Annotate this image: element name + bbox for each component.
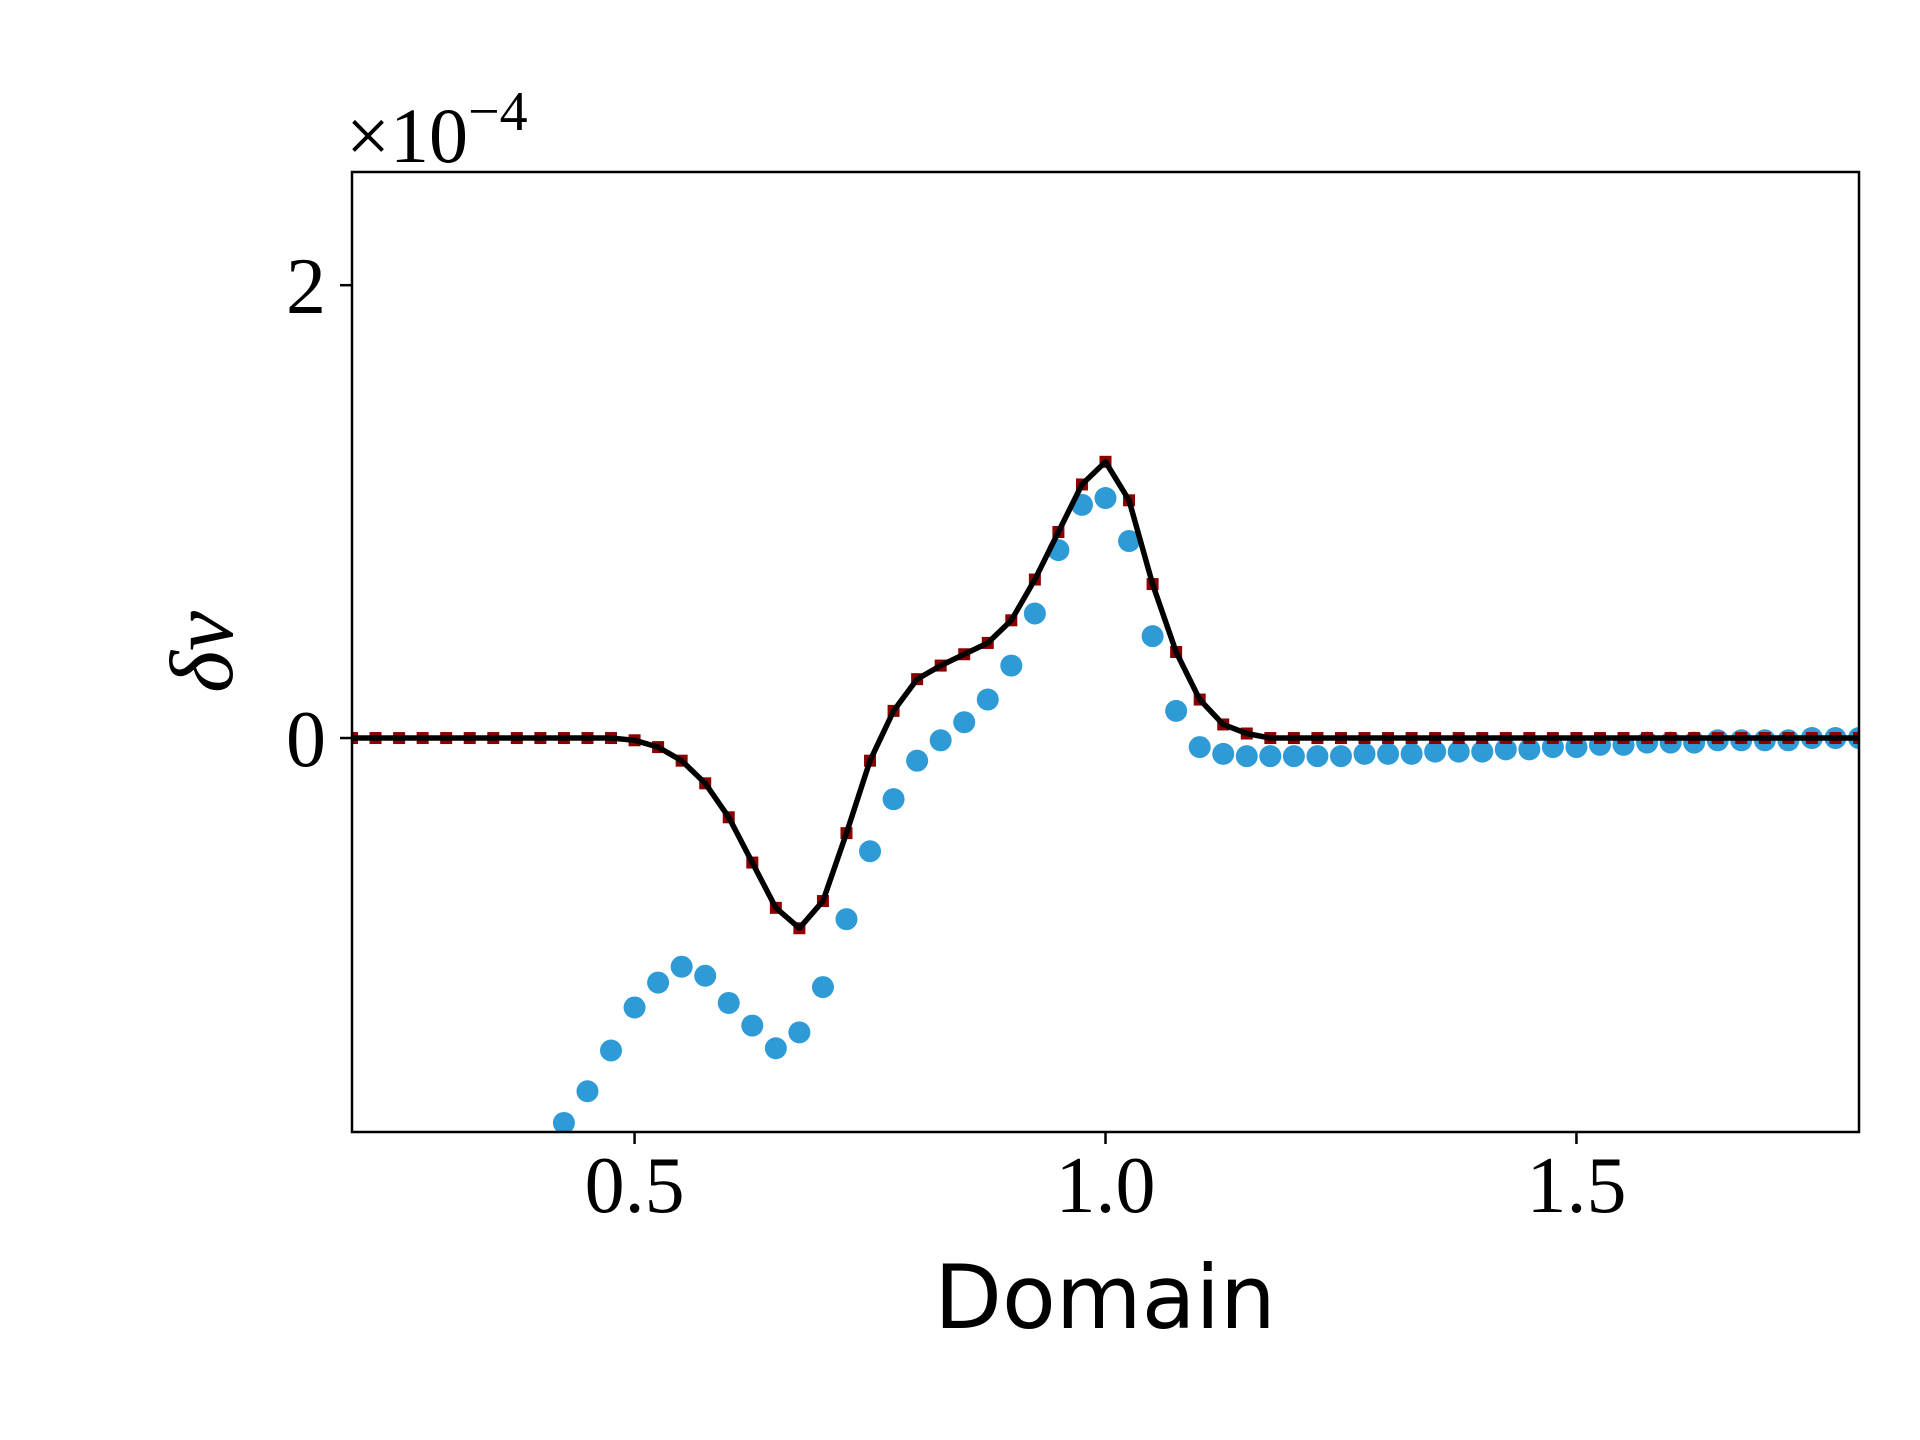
circle-marker	[1377, 742, 1400, 765]
circle-marker	[1447, 740, 1470, 763]
y-axis-label: δv	[153, 611, 252, 693]
circle-marker	[1000, 654, 1023, 677]
circle-marker	[764, 1037, 787, 1060]
circle-marker	[741, 1014, 764, 1037]
line-series	[352, 459, 1859, 931]
y-offset-label: ×10−4	[346, 81, 528, 179]
offset-base: ×10	[346, 92, 468, 179]
circle-marker	[906, 749, 929, 772]
circle-marker	[600, 1039, 623, 1062]
y-tick-label: 0	[286, 696, 326, 784]
circle-marker	[1306, 745, 1329, 768]
x-axis-label: Domain	[934, 1246, 1275, 1349]
circle-marker	[835, 908, 858, 931]
circle-marker	[859, 840, 882, 863]
circle-marker	[811, 976, 834, 999]
circle-marker	[1165, 699, 1188, 722]
circle-marker	[1118, 530, 1141, 553]
circle-marker	[1471, 740, 1494, 763]
circle-marker	[1023, 602, 1046, 625]
circle-marker	[1235, 745, 1258, 768]
circle-marker	[647, 971, 670, 994]
circle-marker	[1212, 742, 1235, 765]
circle-marker	[694, 964, 717, 987]
circle-marker	[929, 729, 952, 752]
circle-marker	[976, 688, 999, 711]
circle-marker	[953, 711, 976, 734]
circle-marker	[670, 955, 693, 978]
plot-area	[352, 455, 1859, 1132]
circle-marker	[717, 991, 740, 1014]
circle-marker	[788, 1021, 811, 1044]
circle-marker	[1400, 742, 1423, 765]
circle-marker	[1141, 625, 1164, 648]
circle-marker	[1424, 740, 1447, 763]
circle-marker	[623, 996, 646, 1019]
circle-marker	[1188, 736, 1211, 759]
circle-marker	[1353, 742, 1376, 765]
circle-marker	[1282, 745, 1305, 768]
circle-marker	[576, 1080, 599, 1103]
axes-frame	[350, 170, 1861, 1134]
circle-marker	[1329, 745, 1352, 768]
circle-marker	[1094, 487, 1117, 510]
circle-marker	[552, 1111, 575, 1132]
x-tick-label: 0.5	[585, 1142, 685, 1230]
circle-marker	[882, 788, 905, 811]
y-tick-label: 2	[286, 243, 326, 331]
offset-exponent: −4	[468, 81, 528, 143]
x-tick-label: 1.0	[1056, 1142, 1156, 1230]
x-tick-label: 1.5	[1526, 1142, 1626, 1230]
circle-marker	[1259, 745, 1282, 768]
